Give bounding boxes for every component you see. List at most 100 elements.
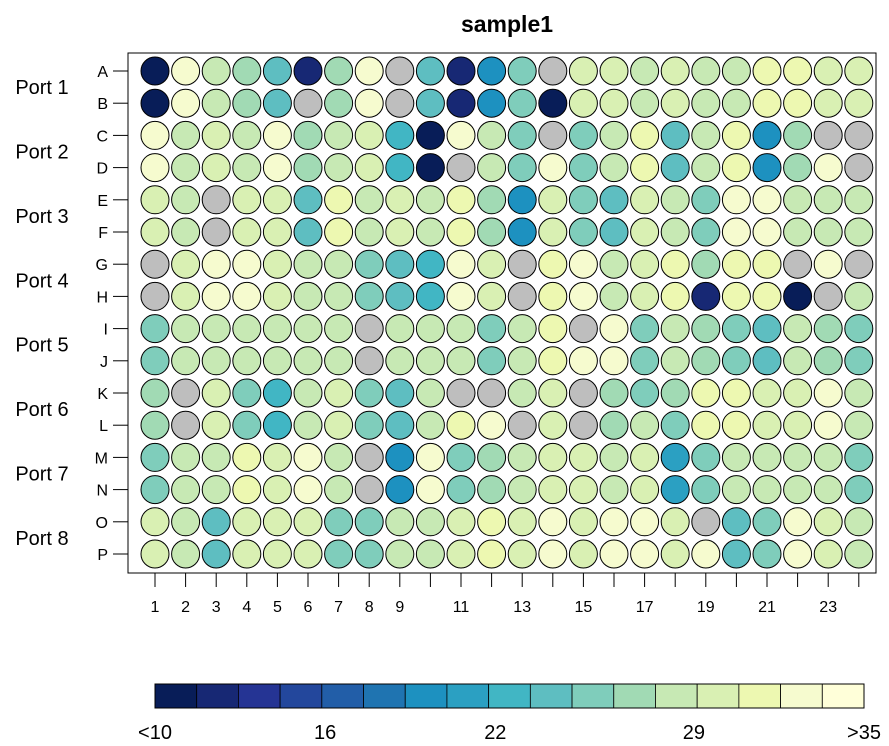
well-P4	[232, 539, 262, 569]
well-F24	[844, 217, 874, 247]
well-G5	[262, 249, 292, 279]
well-O19	[691, 507, 721, 537]
well-P24	[844, 539, 874, 569]
well-I15	[568, 314, 598, 344]
well-J1	[140, 346, 170, 376]
well-J15	[568, 346, 598, 376]
well-G3	[201, 249, 231, 279]
well-H18	[660, 281, 690, 311]
column-label: 3	[212, 599, 221, 616]
well-I10	[415, 314, 445, 344]
well-C5	[262, 120, 292, 150]
well-K22	[783, 378, 813, 408]
well-J9	[385, 346, 415, 376]
well-L12	[477, 410, 507, 440]
well-P12	[477, 539, 507, 569]
well-E18	[660, 185, 690, 215]
well-H23	[813, 281, 843, 311]
colorbar-segment	[571, 683, 615, 709]
well-B24	[844, 88, 874, 118]
well-C12	[477, 120, 507, 150]
well-C14	[538, 120, 568, 150]
well-L8	[354, 410, 384, 440]
row-label: F	[98, 225, 108, 242]
wells-grid	[140, 56, 874, 569]
well-I4	[232, 314, 262, 344]
well-B7	[324, 88, 354, 118]
well-E12	[477, 185, 507, 215]
well-H15	[568, 281, 598, 311]
well-B2	[171, 88, 201, 118]
well-D4	[232, 153, 262, 183]
well-H11	[446, 281, 476, 311]
well-K14	[538, 378, 568, 408]
column-label: 6	[304, 599, 313, 616]
well-C20	[721, 120, 751, 150]
well-L7	[324, 410, 354, 440]
well-I6	[293, 314, 323, 344]
port-label: Port 6	[15, 399, 68, 421]
well-O18	[660, 507, 690, 537]
well-H21	[752, 281, 782, 311]
well-A5	[262, 56, 292, 86]
well-P11	[446, 539, 476, 569]
well-A22	[783, 56, 813, 86]
well-N18	[660, 475, 690, 505]
well-B19	[691, 88, 721, 118]
well-A2	[171, 56, 201, 86]
well-H4	[232, 281, 262, 311]
well-O12	[477, 507, 507, 537]
column-label: 2	[181, 599, 190, 616]
well-K18	[660, 378, 690, 408]
well-O5	[262, 507, 292, 537]
well-E15	[568, 185, 598, 215]
well-E23	[813, 185, 843, 215]
well-K12	[477, 378, 507, 408]
well-I20	[721, 314, 751, 344]
well-P3	[201, 539, 231, 569]
well-F16	[599, 217, 629, 247]
well-I19	[691, 314, 721, 344]
well-N15	[568, 475, 598, 505]
row-label: J	[100, 354, 108, 371]
well-J14	[538, 346, 568, 376]
well-P16	[599, 539, 629, 569]
well-A9	[385, 56, 415, 86]
well-J20	[721, 346, 751, 376]
well-K9	[385, 378, 415, 408]
well-M17	[630, 442, 660, 472]
well-C24	[844, 120, 874, 150]
well-I17	[630, 314, 660, 344]
well-L10	[415, 410, 445, 440]
well-G18	[660, 249, 690, 279]
well-O22	[783, 507, 813, 537]
well-O9	[385, 507, 415, 537]
well-B5	[262, 88, 292, 118]
well-E16	[599, 185, 629, 215]
well-F3	[201, 217, 231, 247]
well-P22	[783, 539, 813, 569]
well-P9	[385, 539, 415, 569]
well-F15	[568, 217, 598, 247]
well-H13	[507, 281, 537, 311]
well-P19	[691, 539, 721, 569]
well-I1	[140, 314, 170, 344]
well-E22	[783, 185, 813, 215]
well-A21	[752, 56, 782, 86]
well-L9	[385, 410, 415, 440]
well-I11	[446, 314, 476, 344]
well-O20	[721, 507, 751, 537]
well-E24	[844, 185, 874, 215]
well-K23	[813, 378, 843, 408]
well-M2	[171, 442, 201, 472]
well-I8	[354, 314, 384, 344]
well-D14	[538, 153, 568, 183]
well-B1	[140, 88, 170, 118]
well-N10	[415, 475, 445, 505]
column-label: 21	[758, 599, 776, 616]
well-B18	[660, 88, 690, 118]
port-label: Port 7	[15, 464, 68, 486]
well-K11	[446, 378, 476, 408]
well-P17	[630, 539, 660, 569]
